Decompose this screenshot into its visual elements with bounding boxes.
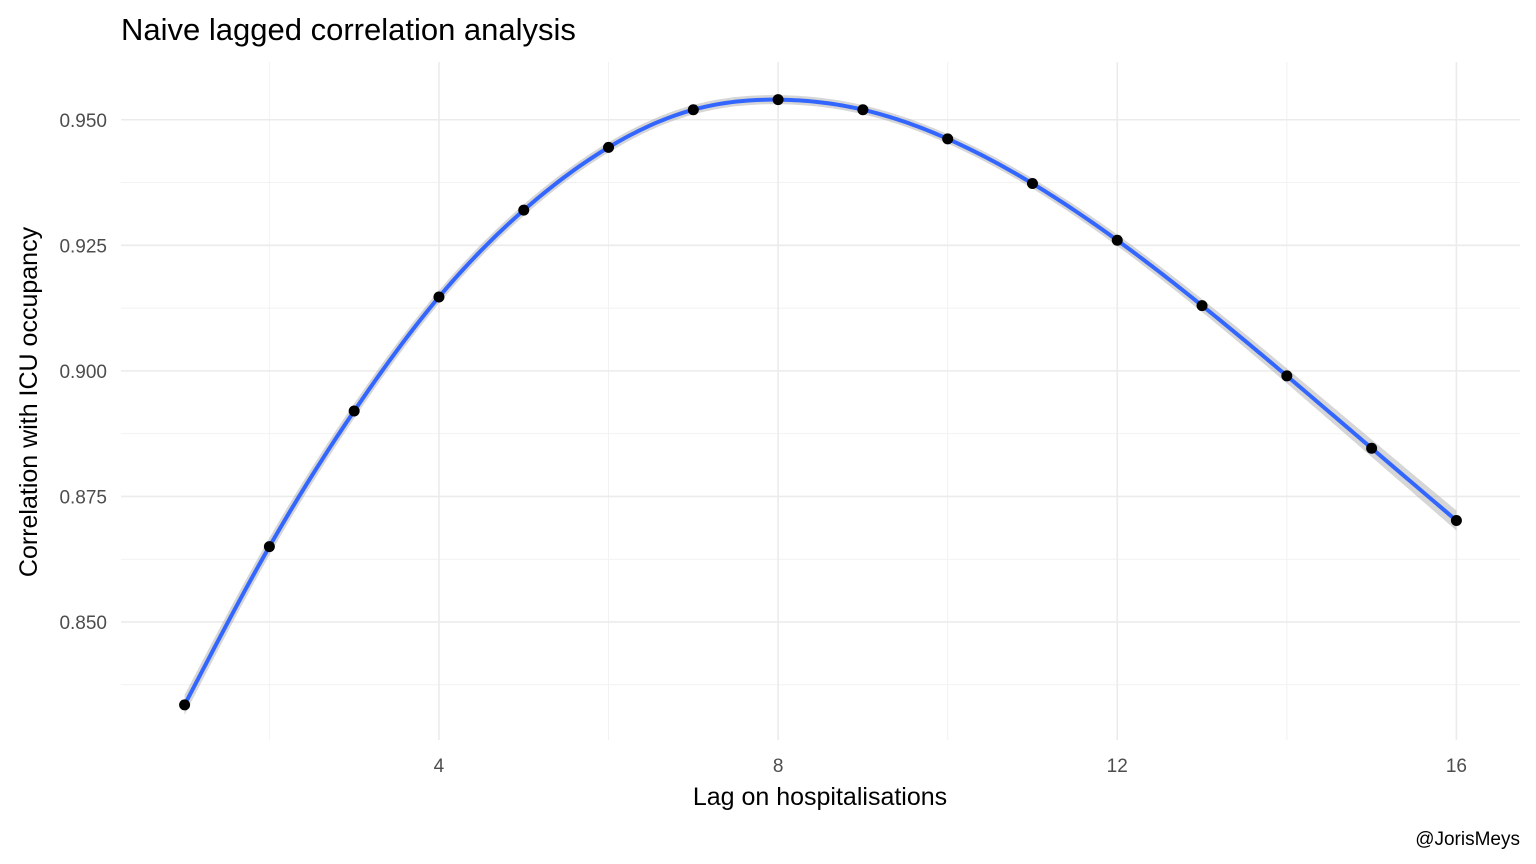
smooth-line-layer: [182, 97, 1459, 707]
data-point: [1450, 515, 1462, 527]
data-point: [942, 133, 954, 145]
y-tick-label: 0.875: [59, 487, 107, 508]
data-point: [1366, 442, 1378, 454]
data-point: [179, 699, 191, 711]
data-point: [348, 405, 360, 417]
y-tick-label: 0.950: [59, 111, 107, 132]
data-point: [263, 541, 275, 553]
smooth-line: [182, 97, 1459, 707]
y-tick-label: 0.850: [59, 613, 107, 634]
y-axis-title: Correlation with ICU occupancy: [15, 226, 43, 577]
y-tick-label: 0.900: [59, 362, 107, 383]
data-point: [1196, 300, 1208, 312]
data-point: [687, 104, 699, 116]
data-point: [1026, 178, 1038, 190]
y-axis-ticks: 0.850 0.875 0.900 0.925 0.950: [59, 111, 107, 634]
x-tick-label: 12: [1107, 756, 1128, 777]
data-points: [179, 94, 1462, 711]
y-tick-label: 0.925: [59, 236, 107, 257]
data-point: [857, 104, 869, 116]
caption: @JorisMeys: [1415, 829, 1520, 850]
chart-title: Naive lagged correlation analysis: [121, 12, 576, 47]
data-point: [1281, 370, 1293, 382]
x-axis-title: Lag on hospitalisations: [693, 783, 947, 811]
x-tick-label: 4: [434, 756, 445, 777]
x-tick-label: 16: [1446, 756, 1467, 777]
data-point: [433, 291, 445, 303]
data-point: [772, 94, 784, 106]
data-point: [603, 141, 615, 153]
x-axis-ticks: 4 8 12 16: [434, 756, 1467, 777]
data-point: [518, 204, 530, 216]
data-point: [1111, 234, 1123, 246]
grid: [121, 62, 1520, 740]
x-tick-label: 8: [773, 756, 784, 777]
